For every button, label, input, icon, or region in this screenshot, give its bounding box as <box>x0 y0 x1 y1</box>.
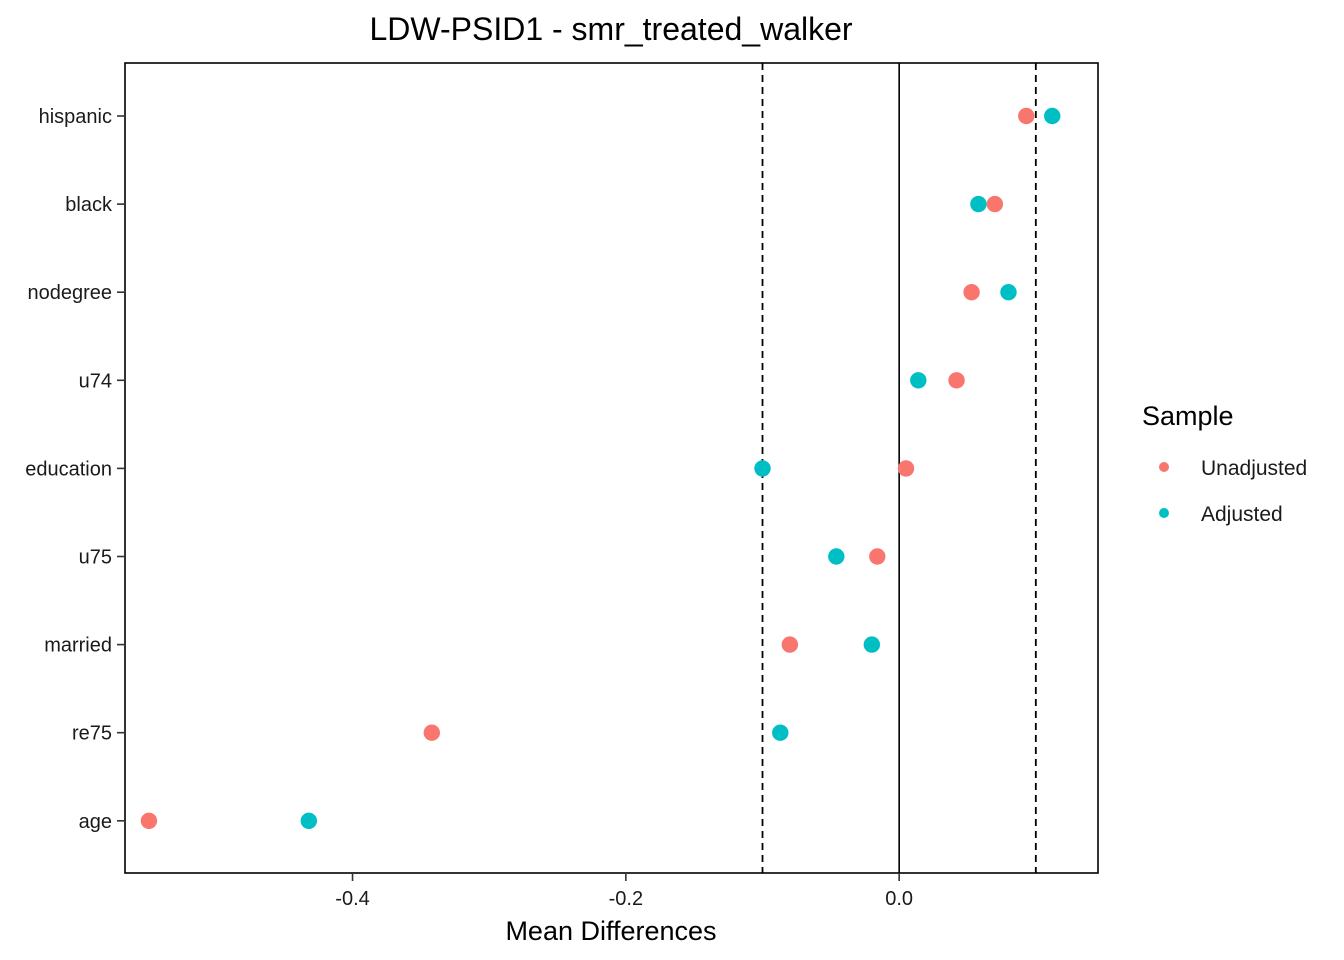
point-adjusted-u74 <box>910 372 927 389</box>
point-adjusted-nodegree <box>1000 284 1017 301</box>
legend: Sample Unadjusted Adjusted <box>1142 401 1307 526</box>
point-unadjusted-u74 <box>948 372 965 389</box>
x-axis-title: Mean Differences <box>505 916 716 946</box>
y-tick-label: married <box>44 635 112 657</box>
point-adjusted-u75 <box>828 548 845 565</box>
data-points <box>140 107 1061 829</box>
y-tick-label: nodegree <box>27 282 112 304</box>
plot-panel-border <box>124 62 1099 874</box>
point-unadjusted-u75 <box>869 548 886 565</box>
point-unadjusted-education <box>897 460 915 477</box>
point-adjusted-re75 <box>772 724 789 741</box>
point-unadjusted-married <box>781 636 799 653</box>
y-tick-label: re75 <box>72 723 112 745</box>
y-tick-label: u75 <box>79 547 112 569</box>
x-tick-label: -0.2 <box>609 888 643 910</box>
point-adjusted-hispanic <box>1044 107 1061 125</box>
y-tick-label: hispanic <box>39 106 112 128</box>
legend-title: Sample <box>1142 401 1234 431</box>
point-adjusted-age <box>300 812 318 829</box>
point-adjusted-married <box>863 636 881 653</box>
legend-label-unadjusted: Unadjusted <box>1201 457 1307 480</box>
y-tick-label: education <box>25 458 112 480</box>
point-unadjusted-hispanic <box>1018 107 1035 125</box>
y-tick-label: age <box>79 811 112 833</box>
chart-title: LDW-PSID1 - smr_treated_walker <box>369 11 852 47</box>
legend-label-adjusted: Adjusted <box>1201 503 1283 526</box>
legend-key-adjusted <box>1159 508 1169 518</box>
y-axis: hispanic black nodegree u74 education u75 marr… <box>25 106 125 833</box>
x-tick-label: -0.4 <box>335 888 369 910</box>
point-unadjusted-nodegree <box>963 284 980 301</box>
point-unadjusted-age <box>140 812 158 829</box>
x-axis: -0.4 -0.2 0.0 <box>335 873 913 910</box>
legend-key-unadjusted <box>1159 462 1169 472</box>
x-tick-label: 0.0 <box>885 888 913 910</box>
point-unadjusted-re75 <box>423 724 440 741</box>
y-tick-label: u74 <box>79 370 112 392</box>
point-adjusted-black <box>970 195 987 213</box>
y-tick-label: black <box>65 194 113 216</box>
point-unadjusted-black <box>986 195 1004 213</box>
point-adjusted-education <box>754 460 771 477</box>
